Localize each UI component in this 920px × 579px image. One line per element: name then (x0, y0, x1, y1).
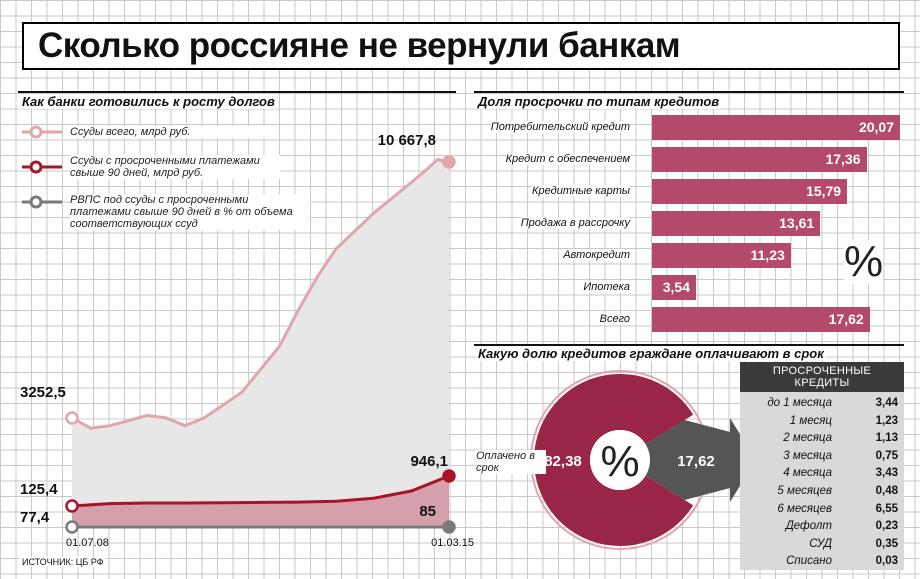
point-overdue-start (65, 499, 79, 513)
table-row-label: 6 месяцев (777, 502, 832, 515)
overdue-table: ПРОСРОЧЕННЫЕ КРЕДИТЫ до 1 месяца 3,44 1 ме… (740, 362, 904, 570)
table-row-label: Списано (786, 555, 832, 568)
table-row: 6 месяцев 6,55 (740, 502, 904, 520)
bar-category-label: Всего (599, 313, 630, 325)
source-note: ИСТОЧНИК: ЦБ РФ (20, 557, 106, 567)
bar: 17,62 (652, 307, 870, 332)
bar-value-label: 17,36 (825, 151, 861, 167)
table-row-value: 0,48 (875, 484, 898, 497)
legend-marker-total (29, 125, 43, 139)
donut-center-label: % (600, 437, 639, 486)
label-reserve-end: 85 (419, 503, 436, 520)
table-row: 5 месяцев 0,48 (740, 484, 904, 502)
donut-value-overdue: 17,62 (677, 453, 715, 470)
overdue-table-body: до 1 месяца 3,44 1 месяц 1,23 2 месяца 1,13 3 … (740, 392, 904, 572)
bar: 17,36 (652, 147, 867, 172)
section-rule-donut (474, 344, 904, 346)
table-row-label: 3 месяца (783, 449, 832, 462)
donut-label-paid: Оплачено в срок (476, 450, 546, 474)
table-row-value: 0,03 (875, 555, 898, 568)
section-rule-left (18, 91, 456, 93)
bar-category-label: Ипотека (583, 281, 630, 293)
point-reserve-start (65, 520, 79, 534)
table-row: СУД 0,35 (740, 537, 904, 555)
bar-category-label: Автокредит (563, 249, 630, 261)
point-overdue-end (442, 469, 456, 483)
label-total-start: 3252,5 (20, 384, 66, 401)
overdue-table-header: ПРОСРОЧЕННЫЕ КРЕДИТЫ (740, 362, 904, 392)
line-chart-title: Как банки готовились к росту долгов (20, 94, 277, 109)
bar-value-label: 11,23 (750, 247, 785, 263)
table-row-value: 1,23 (875, 414, 898, 427)
table-row-label: 5 месяцев (777, 484, 832, 497)
bar-chart-title: Доля просрочки по типам кредитов (476, 94, 722, 109)
table-row: Списано 0,03 (740, 554, 904, 572)
bar-value-label: 3,54 (662, 279, 690, 295)
table-row-value: 0,75 (875, 449, 898, 462)
label-overdue-start: 125,4 (20, 481, 58, 498)
bar-value-label: 17,62 (828, 311, 864, 327)
donut-hole (590, 430, 650, 490)
bar: 15,79 (652, 179, 848, 204)
table-row-label: СУД (809, 537, 832, 550)
page-title: Сколько россияне не вернули банкам (38, 26, 681, 65)
table-row-label: 1 месяц (789, 414, 832, 427)
area-overdue (72, 476, 449, 527)
table-row-value: 6,55 (875, 502, 898, 515)
area-total (72, 159, 449, 527)
label-reserve-start: 77,4 (20, 509, 50, 526)
table-row: 1 месяц 1,23 (740, 414, 904, 432)
table-row-value: 0,35 (875, 537, 898, 550)
bar: 11,23 (652, 243, 791, 268)
bar-value-label: 15,79 (806, 183, 842, 199)
legend-label-overdue: Ссуды с просроченными платежами свыше 90… (70, 155, 280, 179)
bar: 20,07 (652, 115, 900, 140)
label-total-end: 10 667,8 (378, 132, 436, 149)
table-row: Дефолт 0,23 (740, 519, 904, 537)
bar-category-label: Продажа в рассрочку (520, 217, 630, 229)
donut-value-paid: 82,38 (544, 453, 582, 470)
table-row: 2 месяца 1,13 (740, 431, 904, 449)
table-row-value: 1,13 (875, 432, 898, 445)
title-frame (22, 22, 900, 70)
point-reserve-end (442, 520, 456, 534)
table-row-label: Дефолт (785, 520, 832, 533)
bar: 3,54 (652, 275, 696, 300)
bar-value-label: 20,07 (858, 119, 894, 135)
series-line-total (71, 157, 450, 430)
bar-value-label: 13,61 (779, 215, 815, 231)
bar-category-label: Кредит с обеспечением (505, 153, 630, 165)
table-row-label: до 1 месяца (767, 397, 832, 409)
x-tick-end: 01.03.15 (431, 537, 474, 549)
point-total-start (65, 411, 79, 425)
x-tick-start: 01.07.08 (66, 537, 109, 549)
table-row: 4 месяца 3,43 (740, 466, 904, 484)
legend-label-total: Ссуды всего, млрд руб. (70, 126, 270, 138)
donut-slice-overdue (645, 418, 756, 502)
series-line-overdue (71, 474, 450, 508)
table-row-label: 4 месяца (783, 467, 832, 480)
legend-marker-reserve (29, 195, 43, 209)
bar: 13,61 (652, 211, 821, 236)
donut-slice-paid (534, 373, 694, 546)
legend-label-reserve: РВПС под ссуды с просроченными платежами… (70, 194, 310, 230)
section-rule-right (474, 91, 904, 93)
point-total-end (442, 155, 456, 169)
bar-chart-unit: % (844, 237, 884, 286)
bar-category-label: Кредитные карты (532, 185, 630, 197)
table-row: 3 месяца 0,75 (740, 449, 904, 467)
legend-marker-overdue (29, 160, 43, 174)
table-row: до 1 месяца 3,44 (740, 396, 904, 414)
table-row-label: 2 месяца (783, 432, 832, 445)
table-row-value: 0,23 (875, 520, 898, 533)
bar-category-label: Потребительский кредит (490, 121, 630, 133)
table-row-value: 3,43 (875, 467, 898, 480)
label-overdue-end: 946,1 (410, 453, 448, 470)
legend-swatches (22, 125, 62, 209)
table-row-value: 3,44 (875, 397, 898, 409)
donut-title: Какую долю кредитов граждане оплачивают … (476, 346, 826, 361)
